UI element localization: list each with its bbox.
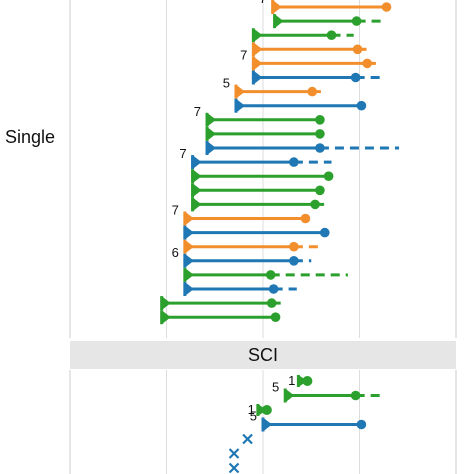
panel-0-row-3-end-dot [352, 44, 363, 55]
panel-0-row-5-end-dot [350, 72, 361, 83]
panel-0-row-11-end-dot [289, 157, 299, 167]
panel-1-row-1-end-dot [350, 390, 361, 401]
panel-0-row-14-end-dot [310, 199, 320, 210]
panel-strip-layer: SCI [70, 341, 456, 369]
panel-0-row-13-end-dot [315, 185, 325, 196]
panel-0-row-10-end-dot [315, 143, 325, 153]
panel-0-row-8-end-dot [315, 115, 325, 125]
panel-0-row-4-end-dot [362, 58, 373, 69]
panel-0-row-0-end-dot [381, 2, 392, 12]
panel-0-row-11-annotation: 7 [179, 146, 186, 161]
panel-1-row-3-annotation: 5 [250, 409, 257, 424]
facet-strip-label: SCI [248, 345, 278, 365]
panel-0-row-7-end-dot [356, 100, 367, 111]
panel-0-row-4-annotation: 7 [240, 47, 247, 62]
panel-0-row-15-end-dot [300, 213, 311, 224]
panel-0-row-21-end-dot [266, 298, 277, 308]
panel-1-row-2-annotation: 1 [248, 402, 255, 417]
panel-label-single: Single [5, 127, 55, 147]
panel-1-row-0-end-dot [302, 376, 313, 386]
panel-1-row-2-end-dot [261, 405, 272, 415]
panel-1-row-5-x-marker-b [228, 448, 240, 459]
panel-0-row-17-end-dot [289, 241, 299, 252]
label-layer: Single77577761515 [5, 0, 295, 424]
panel-1-row-0-annotation: 1 [288, 373, 295, 388]
panel-0-row-2-end-dot [326, 30, 337, 40]
mark-layer [160, 0, 400, 474]
panel-0-row-6-end-dot [307, 86, 318, 97]
panel-0-row-0-annotation: 7 [259, 0, 266, 6]
panel-0-row-19-end-dot [265, 270, 276, 280]
panel-1-row-3-end-dot [356, 419, 367, 430]
panel-0-row-1-end-dot [351, 16, 362, 26]
panel-1-row-1-annotation: 5 [272, 380, 279, 395]
panel-0-row-12-end-dot [323, 171, 334, 181]
panel-0-row-20-end-dot [268, 284, 279, 294]
panel-0-row-22-end-dot [270, 312, 281, 323]
panel-0-row-8-annotation: 7 [194, 104, 201, 119]
panel-0-row-18-annotation: 6 [172, 245, 179, 260]
panel-0-row-18-end-dot [289, 255, 299, 266]
panel-0-row-15-annotation: 7 [172, 203, 179, 218]
panel-1-row-4-x-marker-b [242, 433, 253, 445]
panel-0-row-6-annotation: 5 [223, 76, 230, 91]
panel-1-row-6-x-marker-b [228, 462, 240, 474]
panel-0-row-9-end-dot [315, 129, 325, 139]
facet-strip-background [70, 341, 456, 369]
grid-layer [69, 0, 457, 474]
panel-0-row-16-end-dot [319, 227, 330, 238]
